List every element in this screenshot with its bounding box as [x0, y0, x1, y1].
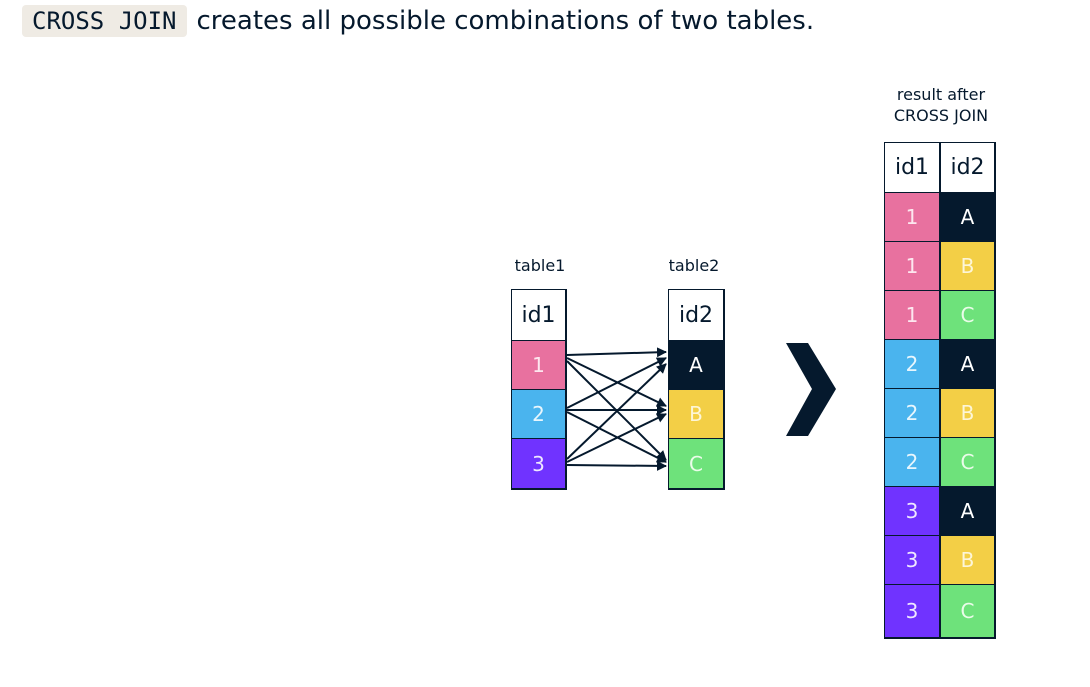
headline: CROSS JOIN creates all possible combinat…: [22, 0, 814, 42]
headline-text: creates all possible combinations of two…: [196, 6, 815, 36]
result-row-5-id2: B: [941, 389, 994, 437]
table2: id2 A B C: [668, 289, 725, 490]
chevron-right-icon: [786, 343, 836, 436]
result-row-8-id1: 3: [885, 536, 939, 584]
result-caption: result after CROSS JOIN: [866, 84, 1016, 126]
table2-row-b: B: [669, 390, 723, 438]
table1: id1 1 2 3: [511, 289, 567, 490]
arrow-3-b: [566, 413, 667, 463]
result-row-1-id1: 1: [885, 193, 939, 241]
result-row-9-id2: C: [941, 585, 994, 637]
result-row-7-id2: A: [941, 487, 994, 535]
result-header-id1: id1: [885, 143, 939, 192]
result-row-9-id1: 3: [885, 585, 939, 637]
result-row-2-id1: 1: [885, 242, 939, 290]
result-caption-line1: result after: [896, 85, 986, 104]
result-row-1-id2: A: [941, 193, 994, 241]
table2-row-a: A: [669, 341, 723, 389]
arrow-2-a: [566, 357, 667, 409]
table1-row-1: 1: [512, 341, 565, 389]
table2-row-c: C: [669, 439, 723, 488]
table2-header: id2: [669, 290, 723, 340]
result-row-4-id2: A: [941, 340, 994, 388]
result-row-2-id2: B: [941, 242, 994, 290]
result-table: id1 id2 1 A 1 B 1 C 2 A 2 B 2 C 3 A 3 B …: [884, 142, 996, 639]
table1-header: id1: [512, 290, 565, 340]
table1-row-3: 3: [512, 439, 565, 488]
table1-row-2: 2: [512, 390, 565, 438]
result-row-4-id1: 2: [885, 340, 939, 388]
cross-join-arrows: [566, 347, 667, 471]
arrow-3-a: [566, 363, 667, 460]
result-row-3-id1: 1: [885, 291, 939, 339]
result-row-3-id2: C: [941, 291, 994, 339]
table1-caption: table1: [514, 256, 566, 275]
result-caption-line2: CROSS JOIN: [893, 106, 989, 125]
code-keyword: CROSS JOIN: [22, 5, 187, 37]
result-row-7-id1: 3: [885, 487, 939, 535]
result-row-6-id1: 2: [885, 438, 939, 486]
arrow-1-a: [566, 347, 667, 358]
arrow-3-c: [566, 460, 667, 471]
result-row-8-id2: B: [941, 536, 994, 584]
result-header-id2: id2: [941, 143, 994, 192]
result-row-5-id1: 2: [885, 389, 939, 437]
table2-caption: table2: [668, 256, 720, 275]
result-row-6-id2: C: [941, 438, 994, 486]
